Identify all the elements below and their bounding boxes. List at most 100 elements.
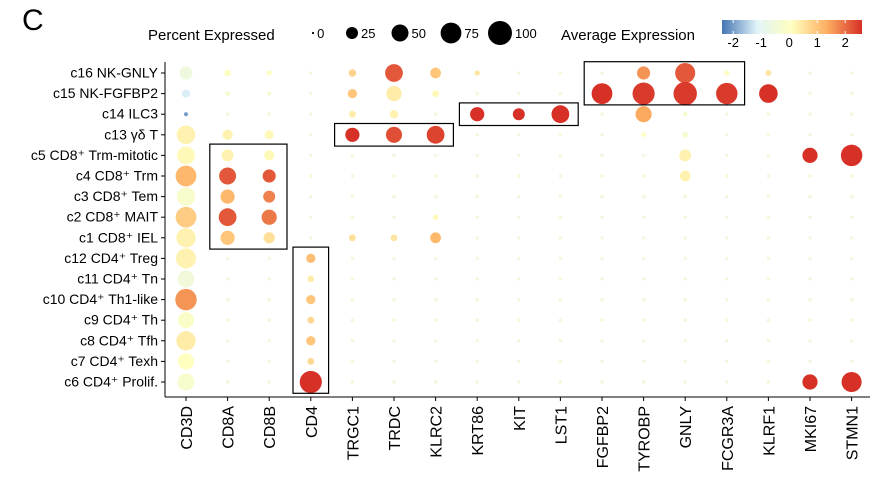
dot-c9-cd4-th-cd4 <box>307 316 315 324</box>
dot-c9-cd4-th-cd8a <box>225 318 230 322</box>
dot-c12-cd4-treg-klrf1 <box>766 256 771 261</box>
dot-c7-cd4-texh-lst1 <box>558 359 563 364</box>
dot-c4-cd8-trm-klrc2 <box>433 174 438 178</box>
dot-c3-cd8-tem-krt86 <box>475 194 479 199</box>
dot-c13-t-mki67 <box>808 133 812 137</box>
dot-c11-cd4-tn-mki67 <box>808 277 812 281</box>
dot-c10-cd4-th1-like-cd3d <box>175 288 197 311</box>
dot-c9-cd4-th-kit <box>517 318 521 322</box>
dot-c5-cd8-trm-mitotic-kit <box>517 153 521 158</box>
dot-c14-ilc3-trdc <box>389 110 399 119</box>
dot-c15-nk-fgfbp2-fgfbp2 <box>591 83 613 104</box>
dot-c3-cd8-tem-gnly <box>683 194 687 199</box>
dot-c3-cd8-tem-cd4 <box>309 194 313 199</box>
dot-c7-cd4-texh-kit <box>517 359 521 364</box>
dot-c8-cd4-tfh-stmn1 <box>849 339 854 343</box>
dot-c15-nk-fgfbp2-klrf1 <box>759 84 778 103</box>
dot-c11-cd4-tn-fgfbp2 <box>600 277 604 281</box>
dot-c6-cd4-prolif-trdc <box>392 380 396 384</box>
dot-c4-cd8-trm-lst1 <box>558 174 563 178</box>
dot-c4-cd8-trm-trgc1 <box>350 174 355 178</box>
dot-c2-cd8-mait-klrc2 <box>432 214 439 220</box>
dot-c8-cd4-tfh-trdc <box>392 339 396 343</box>
dot-c14-ilc3-stmn1 <box>849 112 854 116</box>
dot-c13-t-cd4 <box>309 133 313 137</box>
dot-c8-cd4-tfh-kit <box>517 339 521 343</box>
dots <box>175 62 863 394</box>
color-legend-label-2: 0 <box>786 35 793 50</box>
y-tick-label-c4-cd8-trm: c4 CD8⁺ Trm <box>76 168 158 184</box>
dot-c3-cd8-tem-trgc1 <box>350 194 355 199</box>
dot-c8-cd4-tfh-gnly <box>683 339 687 343</box>
dot-c15-nk-fgfbp2-mki67 <box>808 91 812 96</box>
dot-c2-cd8-mait-cd8a <box>218 208 237 227</box>
dot-c12-cd4-treg-trgc1 <box>350 256 355 261</box>
dot-c8-cd4-tfh-klrf1 <box>766 339 771 343</box>
size-legend-dot-75 <box>440 22 462 44</box>
dot-c8-cd4-tfh-fcgr3a <box>725 339 729 343</box>
dot-c3-cd8-tem-klrc2 <box>433 194 438 199</box>
dot-c9-cd4-th-mki67 <box>808 318 812 322</box>
dot-c12-cd4-treg-klrc2 <box>433 256 438 261</box>
dot-c10-cd4-th1-like-krt86 <box>475 297 479 302</box>
dot-c7-cd4-texh-trdc <box>392 359 396 364</box>
dot-c15-nk-fgfbp2-kit <box>517 91 521 96</box>
color-legend-label-4: 2 <box>842 35 849 50</box>
dot-c1-cd8-iel-gnly <box>683 236 687 240</box>
dot-c1-cd8-iel-krt86 <box>475 236 479 240</box>
dot-c13-t-trdc <box>385 126 403 143</box>
dot-c4-cd8-trm-fgfbp2 <box>600 174 604 178</box>
dot-c6-cd4-prolif-cd3d <box>177 373 195 391</box>
dot-c16-nk-gnly-lst1 <box>558 71 563 75</box>
dot-c6-cd4-prolif-mki67 <box>802 374 818 390</box>
dot-c8-cd4-tfh-klrc2 <box>433 339 438 343</box>
dot-c6-cd4-prolif-klrc2 <box>433 380 438 384</box>
dot-c2-cd8-mait-trdc <box>392 215 396 219</box>
dot-c12-cd4-treg-gnly <box>683 256 687 261</box>
highlight-box-2 <box>292 246 330 394</box>
dot-c5-cd8-trm-mitotic-klrc2 <box>433 153 438 158</box>
y-tick-label-c3-cd8-tem: c3 CD8⁺ Tem <box>74 188 158 204</box>
dot-c14-ilc3-cd3d <box>183 112 189 117</box>
dot-c14-ilc3-kit <box>512 108 525 121</box>
highlight-box-4 <box>458 102 579 127</box>
dot-c13-t-kit <box>517 133 521 137</box>
y-tick-label-c11-cd4-tn: c11 CD4⁺ Tn <box>77 271 158 287</box>
dot-c11-cd4-tn-cd3d <box>177 270 195 288</box>
dot-c1-cd8-iel-trgc1 <box>349 234 356 242</box>
dot-c1-cd8-iel-tyrobp <box>641 236 646 240</box>
dot-c11-cd4-tn-klrc2 <box>433 277 438 281</box>
dot-c15-nk-fgfbp2-lst1 <box>558 91 563 96</box>
dot-c16-nk-gnly-trgc1 <box>348 69 357 77</box>
dot-c11-cd4-tn-kit <box>517 277 521 281</box>
dot-c11-cd4-tn-gnly <box>683 277 687 281</box>
dot-c15-nk-fgfbp2-krt86 <box>475 91 479 96</box>
dot-c16-nk-gnly-stmn1 <box>849 71 854 75</box>
dot-c3-cd8-tem-cd8a <box>220 189 235 204</box>
dot-c13-t-cd8b <box>264 130 274 140</box>
dot-c2-cd8-mait-tyrobp <box>641 215 646 219</box>
dot-c3-cd8-tem-cd3d <box>176 187 196 206</box>
dot-c6-cd4-prolif-cd8b <box>267 380 271 384</box>
dot-c12-cd4-treg-fgfbp2 <box>600 256 604 261</box>
dot-c14-ilc3-cd8b <box>267 112 271 116</box>
x-tick-label-klrc2: KLRC2 <box>429 406 446 458</box>
size-legend-label-75: 75 <box>464 26 478 41</box>
dot-c12-cd4-treg-cd4 <box>306 253 316 264</box>
dot-c12-cd4-treg-cd3d <box>175 248 197 269</box>
dot-c7-cd4-texh-fgfbp2 <box>600 359 604 364</box>
dot-c12-cd4-treg-kit <box>517 256 521 261</box>
size-legend-dot-0 <box>311 31 315 35</box>
dot-c11-cd4-tn-trgc1 <box>350 277 355 281</box>
dot-c14-ilc3-mki67 <box>808 112 812 116</box>
dot-c11-cd4-tn-trdc <box>392 277 396 281</box>
dot-c13-t-fcgr3a <box>725 133 729 137</box>
dot-c12-cd4-treg-krt86 <box>475 256 479 261</box>
dot-c7-cd4-texh-gnly <box>683 359 687 364</box>
dot-c4-cd8-trm-stmn1 <box>849 174 854 178</box>
dot-c10-cd4-th1-like-fgfbp2 <box>600 297 604 302</box>
dot-c12-cd4-treg-trdc <box>392 256 396 261</box>
dot-c4-cd8-trm-gnly <box>679 170 691 182</box>
dot-c5-cd8-trm-mitotic-fgfbp2 <box>600 153 604 158</box>
dot-c14-ilc3-fgfbp2 <box>600 112 604 116</box>
